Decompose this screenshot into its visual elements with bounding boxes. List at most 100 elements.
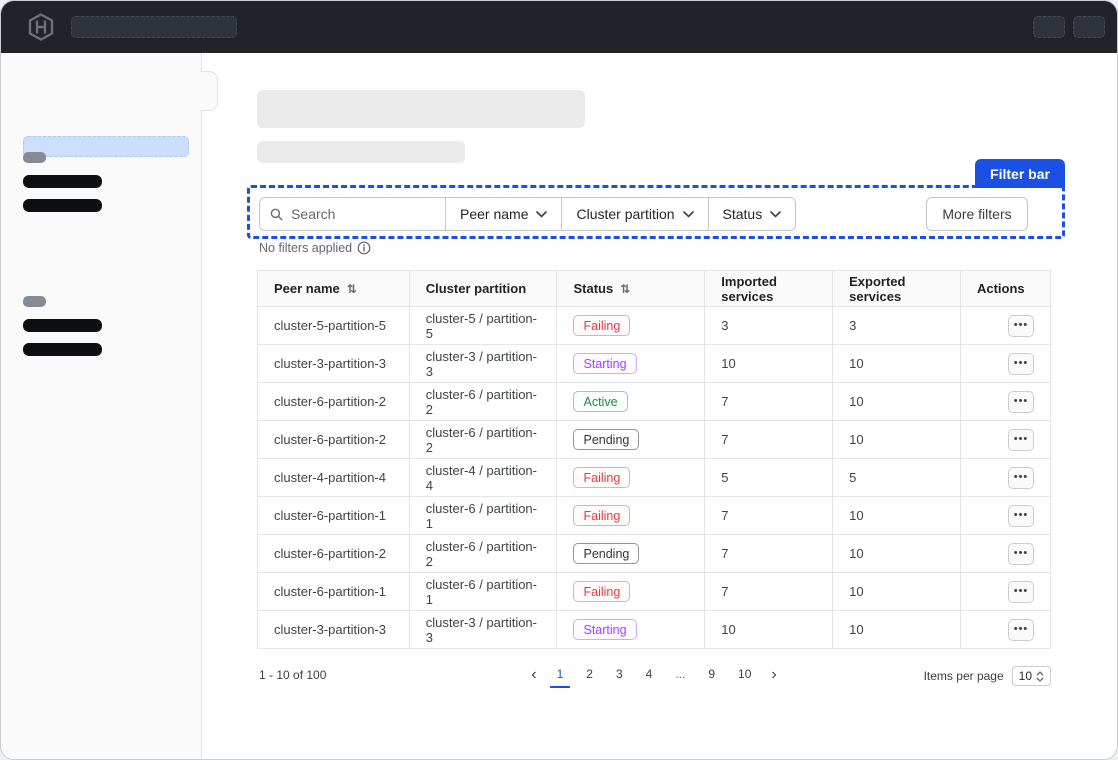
table-row: cluster-6-partition-1 cluster-6 / partit…: [257, 572, 1052, 611]
page-button-4[interactable]: 4: [639, 662, 660, 688]
cell-actions: •••: [959, 344, 1052, 383]
filters-status: No filters applied: [259, 241, 371, 255]
hashicorp-logo-icon: [28, 13, 54, 41]
cell-imported-services: 7: [704, 382, 834, 421]
pagination-range: 1 - 10 of 100: [259, 668, 327, 682]
sidebar-selected-item-skeleton: [23, 136, 189, 157]
top-navbar: [1, 1, 1117, 53]
table-row: cluster-6-partition-2 cluster-6 / partit…: [257, 420, 1052, 459]
page-button-2[interactable]: 2: [579, 662, 600, 688]
cell-status: Active: [556, 382, 706, 421]
page-title-skeleton: [257, 90, 585, 128]
filters-status-text: No filters applied: [259, 241, 353, 255]
sidebar: [1, 53, 202, 759]
row-overflow-menu-button[interactable]: •••: [1008, 428, 1034, 451]
cell-cluster-partition: cluster-5 / partition-5: [408, 306, 558, 345]
page-button-3[interactable]: 3: [609, 662, 630, 688]
cell-actions: •••: [959, 420, 1052, 459]
search-input[interactable]: [291, 206, 435, 222]
table-row: cluster-5-partition-5 cluster-5 / partit…: [257, 306, 1052, 345]
column-label: Exported services: [849, 273, 906, 304]
nav-action-placeholder-1[interactable]: [1033, 16, 1065, 38]
filter-dropdown-peer-name[interactable]: Peer name: [445, 198, 562, 230]
column-header-peer-name[interactable]: Peer name ⇅: [257, 270, 410, 307]
cell-imported-services: 7: [704, 534, 834, 573]
page-numbers: 1 2 3 4... 9 10: [549, 662, 759, 688]
column-header-imported-services: Imported services: [704, 270, 834, 307]
next-page-button[interactable]: ›: [767, 667, 780, 683]
page-button-1[interactable]: 1: [549, 662, 571, 688]
table-body: cluster-5-partition-5 cluster-5 / partit…: [257, 306, 1052, 649]
filter-dropdown-cluster-partition[interactable]: Cluster partition: [561, 198, 708, 230]
chevron-down-icon: [536, 210, 548, 218]
cell-exported-services: 10: [832, 382, 961, 421]
sidebar-nav-item-skeleton-3: [23, 319, 102, 332]
cell-cluster-partition: cluster-6 / partition-1: [408, 572, 558, 611]
row-overflow-menu-button[interactable]: •••: [1008, 314, 1034, 337]
row-overflow-menu-button[interactable]: •••: [1008, 542, 1034, 565]
cell-actions: •••: [959, 534, 1052, 573]
sidebar-collapse-handle[interactable]: [200, 71, 218, 111]
dropdown-label: Cluster partition: [576, 206, 675, 222]
table-header-row: Peer name ⇅ Cluster partition Status ⇅ I…: [257, 270, 1052, 307]
table-row: cluster-6-partition-2 cluster-6 / partit…: [257, 382, 1052, 421]
search-field[interactable]: [260, 198, 445, 230]
cell-actions: •••: [959, 458, 1052, 497]
cell-actions: •••: [959, 382, 1052, 421]
cell-cluster-partition: cluster-4 / partition-4: [408, 458, 558, 497]
row-overflow-menu-button[interactable]: •••: [1008, 352, 1034, 375]
cell-exported-services: 10: [832, 534, 961, 573]
items-per-page-select[interactable]: 10: [1011, 666, 1051, 686]
row-overflow-menu-button[interactable]: •••: [1008, 504, 1034, 527]
page-button-10[interactable]: 10: [731, 662, 758, 688]
column-label: Status: [573, 281, 614, 296]
sort-icon: ⇅: [346, 281, 357, 296]
search-icon: [270, 208, 283, 221]
sidebar-nav-item-skeleton-1: [23, 175, 102, 188]
chevron-down-icon: [682, 210, 694, 218]
status-badge: Failing: [573, 505, 631, 526]
cell-exported-services: 10: [832, 610, 961, 649]
table-row: cluster-4-partition-4 cluster-4 / partit…: [257, 458, 1052, 497]
more-filters-button[interactable]: More filters: [926, 197, 1028, 231]
cell-actions: •••: [959, 306, 1052, 345]
sidebar-nav-item-skeleton-4: [23, 343, 102, 356]
cell-imported-services: 7: [704, 496, 834, 535]
page-button-9[interactable]: 9: [701, 662, 722, 688]
nav-search-placeholder[interactable]: [71, 16, 237, 38]
column-header-cluster-partition: Cluster partition: [408, 270, 558, 307]
cell-status: Failing: [556, 458, 706, 497]
page-gap: ...: [668, 662, 692, 688]
cell-peer-name: cluster-3-partition-3: [257, 344, 410, 383]
cell-imported-services: 7: [704, 572, 834, 611]
nav-action-placeholder-2[interactable]: [1073, 16, 1105, 38]
row-overflow-menu-button[interactable]: •••: [1008, 466, 1034, 489]
cell-peer-name: cluster-6-partition-2: [257, 420, 410, 459]
page-subtitle-skeleton: [257, 141, 465, 163]
table-row: cluster-3-partition-3 cluster-3 / partit…: [257, 610, 1052, 649]
row-overflow-menu-button[interactable]: •••: [1008, 580, 1034, 603]
status-badge: Failing: [573, 467, 631, 488]
filter-dropdown-status[interactable]: Status: [707, 198, 796, 230]
items-per-page: Items per page 10: [924, 666, 1051, 686]
status-badge: Starting: [573, 353, 637, 374]
column-label: Peer name: [274, 281, 340, 296]
prev-page-button[interactable]: ‹: [527, 667, 540, 683]
row-overflow-menu-button[interactable]: •••: [1008, 390, 1034, 413]
annotation-label: Filter bar: [975, 159, 1065, 188]
cell-status: Starting: [556, 610, 706, 649]
cell-status: Failing: [556, 306, 706, 345]
cell-cluster-partition: cluster-3 / partition-3: [408, 344, 558, 383]
cell-exported-services: 10: [832, 572, 961, 611]
column-header-status[interactable]: Status ⇅: [556, 270, 706, 307]
annotation-outline: [247, 185, 1065, 239]
cell-cluster-partition: cluster-3 / partition-3: [408, 610, 558, 649]
cell-status: Pending: [556, 420, 706, 459]
cell-status: Failing: [556, 496, 706, 535]
row-overflow-menu-button[interactable]: •••: [1008, 618, 1034, 641]
status-badge: Active: [573, 391, 628, 412]
info-icon[interactable]: [357, 241, 371, 255]
cell-imported-services: 3: [704, 306, 834, 345]
cell-exported-services: 10: [832, 344, 961, 383]
